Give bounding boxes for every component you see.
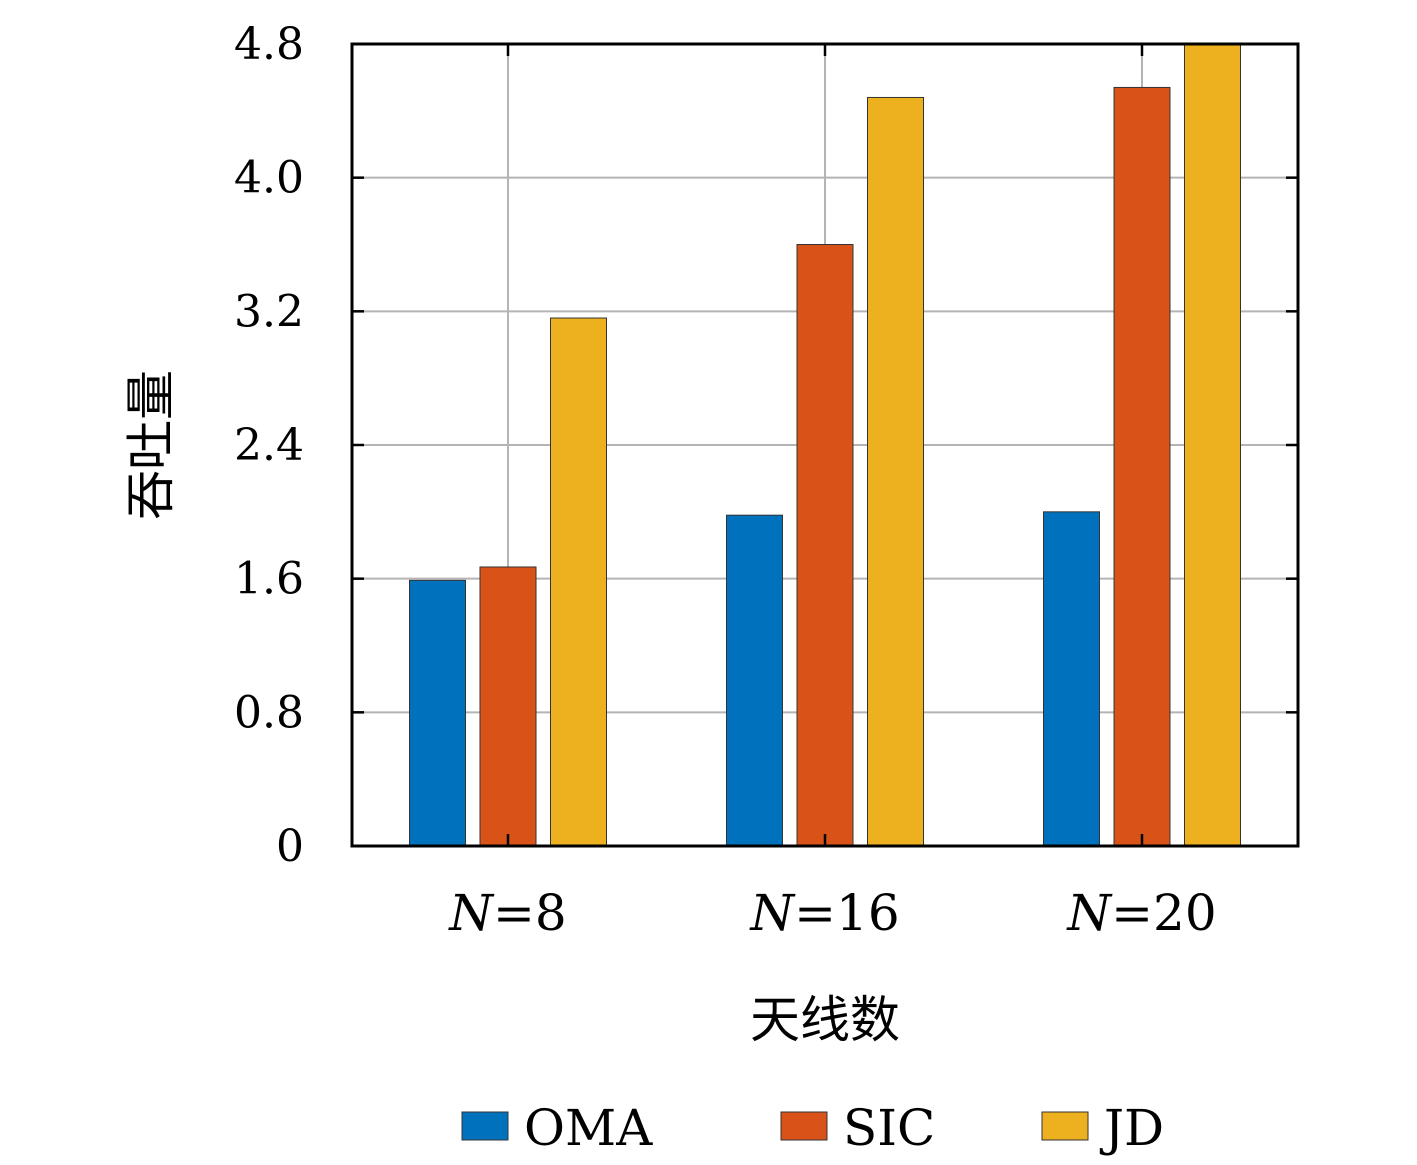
- y-tick-label: 1.6: [234, 554, 304, 605]
- y-tick-label: 0: [276, 821, 304, 872]
- bar-sic-2: [1113, 86, 1171, 847]
- legend: OMA SIC JD: [461, 1099, 1164, 1157]
- bar-jd-1: [867, 96, 924, 847]
- legend-swatch-jd: [1041, 1111, 1089, 1141]
- bar-sic-0: [479, 566, 537, 847]
- x-axis-title: 天线数: [750, 991, 900, 1049]
- y-tick-label: 2.4: [234, 420, 304, 471]
- bar-oma-1: [726, 514, 783, 847]
- legend-label-sic: SIC: [843, 1099, 935, 1157]
- y-tick-label: 0.8: [234, 687, 304, 738]
- y-tick-label: 4.8: [234, 19, 304, 70]
- y-axis-title: 吞吐量: [122, 370, 180, 520]
- bar-oma-2: [1043, 511, 1100, 847]
- x-tick-labels: N=8 N=16 N=20: [448, 884, 1216, 942]
- y-tick-labels: 0 0.8 1.6 2.4 3.2 4.0 4.8: [234, 19, 304, 872]
- bars: [409, 43, 1241, 847]
- x-tick-label: N=16: [749, 884, 899, 942]
- legend-swatch-sic: [780, 1111, 828, 1141]
- legend-label-oma: OMA: [524, 1099, 653, 1157]
- bar-sic-1: [796, 244, 854, 847]
- legend-swatch-oma: [461, 1111, 509, 1141]
- y-tick-label: 4.0: [234, 153, 304, 204]
- bar-jd-2: [1184, 43, 1241, 847]
- bar-oma-0: [409, 579, 466, 847]
- bar-jd-0: [550, 317, 607, 847]
- legend-label-jd: JD: [1099, 1099, 1164, 1157]
- x-tick-label: N=20: [1066, 884, 1216, 942]
- tick-marks: [352, 42, 1298, 848]
- x-tick-label: N=8: [448, 884, 566, 942]
- y-tick-label: 3.2: [234, 286, 304, 337]
